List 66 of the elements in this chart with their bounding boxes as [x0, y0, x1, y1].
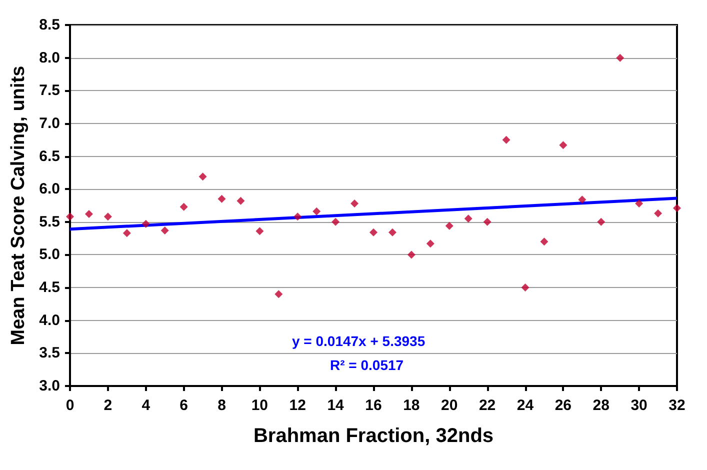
- x-tick-label: 22: [478, 397, 496, 414]
- point: [445, 222, 454, 230]
- y-tick-label: 8.0: [39, 49, 60, 66]
- point: [521, 284, 530, 292]
- y-tick-label: 3.5: [39, 344, 60, 362]
- x-tick-label: 8: [218, 397, 226, 414]
- point: [104, 212, 112, 221]
- x-tick-label: 10: [251, 397, 268, 414]
- point: [66, 212, 74, 221]
- y-tick-label: 7.5: [39, 82, 60, 100]
- point: [559, 141, 568, 150]
- x-tick-label: 6: [180, 397, 188, 414]
- point: [464, 214, 472, 223]
- y-tick-label: 6.0: [39, 180, 60, 198]
- point: [673, 204, 681, 212]
- x-tick-label: 12: [289, 397, 306, 414]
- point: [256, 227, 264, 236]
- x-tick-label: 2: [104, 397, 112, 414]
- annotation: R² = 0.0517: [330, 357, 404, 373]
- y-tick-label: 7.0: [39, 114, 60, 132]
- point: [407, 250, 416, 259]
- x-tick-label: 24: [516, 397, 534, 414]
- point: [388, 228, 396, 236]
- x-tick-label: 16: [365, 397, 382, 414]
- y-tick-label: 6.5: [39, 148, 60, 165]
- x-tick-label: 32: [668, 397, 686, 414]
- y-tick-label: 4.0: [39, 312, 60, 329]
- y-tick-label: 3.0: [39, 378, 60, 394]
- point: [198, 172, 207, 181]
- point: [597, 218, 606, 226]
- point: [274, 290, 283, 298]
- x-axis-title: Brahman Fraction, 32nds: [253, 425, 494, 447]
- point: [180, 202, 188, 211]
- point: [370, 228, 378, 236]
- point: [84, 210, 93, 218]
- y-tick-label: 4.5: [39, 279, 60, 296]
- x-tick-label: 0: [66, 397, 74, 414]
- point: [312, 207, 321, 216]
- annotation: y = 0.0147x + 5.3935: [292, 333, 426, 349]
- x-tick-label: 4: [142, 397, 151, 414]
- point: [635, 200, 644, 208]
- point: [218, 194, 226, 203]
- point: [654, 209, 662, 218]
- point: [502, 136, 510, 144]
- x-tick-label: 14: [327, 397, 345, 414]
- x-tick-label: 18: [403, 397, 420, 414]
- point: [142, 220, 150, 228]
- point: [350, 200, 359, 208]
- y-tick-label: 5.5: [39, 213, 60, 230]
- point: [122, 229, 131, 238]
- point: [540, 238, 548, 246]
- point: [294, 212, 302, 221]
- y-tick-label: 5.0: [39, 246, 60, 264]
- point: [160, 226, 169, 234]
- point: [236, 196, 245, 205]
- x-tick-label: 28: [592, 397, 610, 414]
- x-tick-label: 26: [554, 397, 572, 414]
- y-tick-label: 8.5: [39, 16, 60, 34]
- point: [578, 196, 586, 204]
- point: [616, 54, 624, 62]
- point: [426, 240, 434, 248]
- point: [332, 218, 340, 226]
- x-tick-label: 20: [441, 397, 458, 414]
- y-axis-title: Mean Teat Score Calving, units: [8, 66, 30, 346]
- x-tick-label: 30: [630, 397, 648, 414]
- point: [483, 218, 492, 226]
